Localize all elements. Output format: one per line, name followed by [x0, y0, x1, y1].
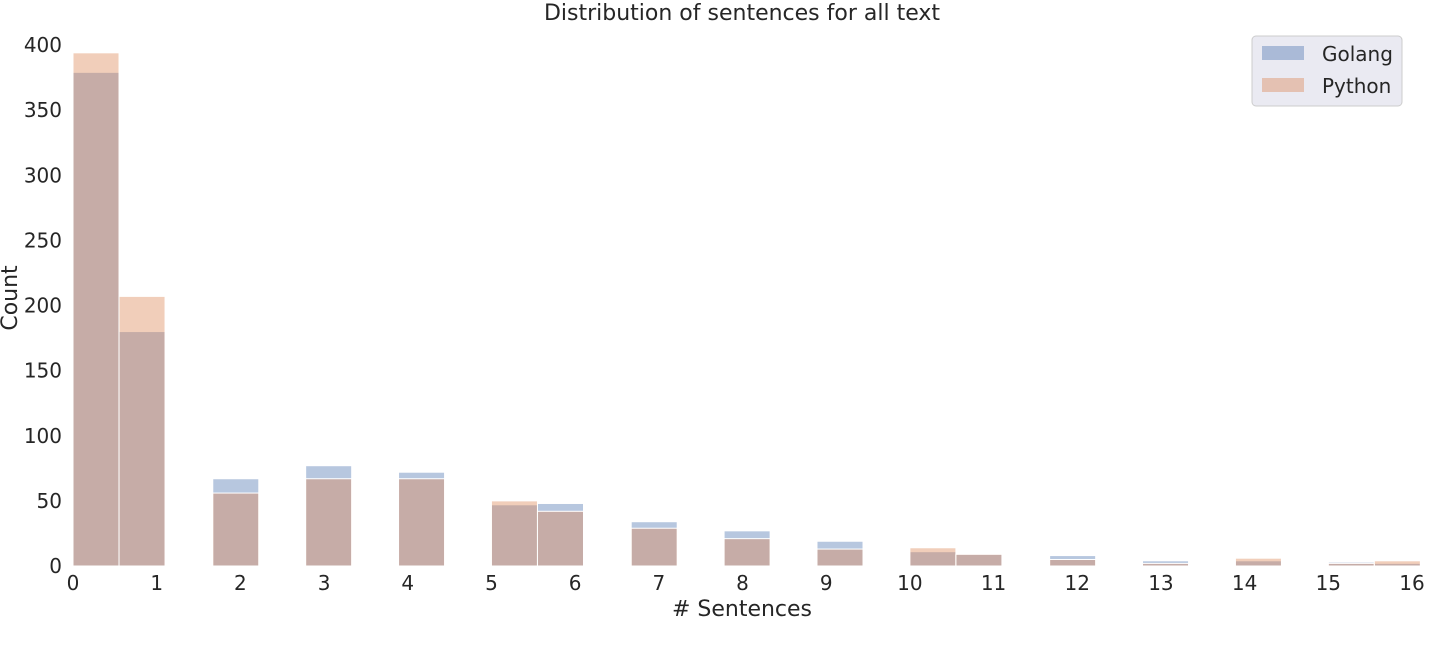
x-axis-label: # Sentences	[672, 597, 812, 622]
bar-python	[212, 492, 260, 567]
bar-golang	[305, 465, 353, 567]
bars-group	[72, 52, 1421, 567]
bar-python	[398, 478, 446, 567]
x-tick-label: 8	[736, 571, 749, 595]
x-tick-label: 7	[652, 571, 665, 595]
bar-python	[1327, 562, 1375, 567]
legend-swatch-golang	[1262, 46, 1304, 60]
bar-python	[305, 478, 353, 567]
x-tick-label: 2	[234, 571, 247, 595]
bar-golang	[118, 331, 166, 567]
bar-python	[816, 548, 864, 567]
x-tick-label: 10	[897, 571, 922, 595]
bar-python	[72, 52, 120, 567]
bar-python	[490, 500, 538, 567]
bar-python	[1234, 557, 1282, 567]
y-axis-label: Count	[0, 265, 23, 331]
x-tick-label: 6	[569, 571, 582, 595]
bar-python	[630, 527, 678, 567]
y-tick-label: 50	[37, 489, 62, 513]
x-tick-label: 5	[485, 571, 498, 595]
x-tick-label: 9	[820, 571, 833, 595]
bar-python	[536, 510, 584, 567]
bar-python	[1373, 560, 1421, 567]
y-tick-label: 100	[24, 424, 62, 448]
x-tick-label: 15	[1316, 571, 1341, 595]
bar-python	[909, 547, 957, 567]
y-axis-ticks: 0 50 100 150 200 250 300 350 400	[24, 33, 62, 578]
legend-swatch-python	[1262, 78, 1304, 92]
bar-python	[955, 553, 1003, 567]
y-tick-label: 200	[24, 294, 62, 318]
x-tick-label: 0	[67, 571, 80, 595]
bar-python	[1049, 558, 1097, 567]
x-axis-ticks: 0 1 2 3 4 5 6 7 8 9 10 11 12 13 14 15 16	[67, 571, 1425, 595]
y-tick-label: 300	[24, 163, 62, 187]
x-tick-label: 1	[150, 571, 163, 595]
legend: Golang Python	[1251, 35, 1403, 107]
legend-label-golang: Golang	[1322, 42, 1393, 66]
series-python	[72, 52, 1421, 567]
bar-python	[118, 295, 166, 567]
x-tick-label: 3	[318, 571, 331, 595]
series-golang	[72, 71, 1421, 567]
chart-title: Distribution of sentences for all text	[544, 1, 940, 26]
x-tick-label: 4	[401, 571, 414, 595]
y-tick-label: 0	[49, 554, 62, 578]
x-tick-label: 11	[981, 571, 1006, 595]
legend-label-python: Python	[1322, 74, 1391, 98]
x-tick-label: 14	[1232, 571, 1257, 595]
y-tick-label: 400	[24, 33, 62, 57]
bar-python	[1142, 562, 1190, 567]
y-tick-label: 250	[24, 228, 62, 252]
x-tick-label: 16	[1399, 571, 1424, 595]
x-tick-label: 13	[1148, 571, 1173, 595]
legend-box	[1251, 35, 1403, 107]
bar-python	[723, 538, 771, 567]
bar-golang	[72, 71, 120, 567]
y-tick-label: 150	[24, 359, 62, 383]
x-tick-label: 12	[1065, 571, 1090, 595]
y-tick-label: 350	[24, 98, 62, 122]
